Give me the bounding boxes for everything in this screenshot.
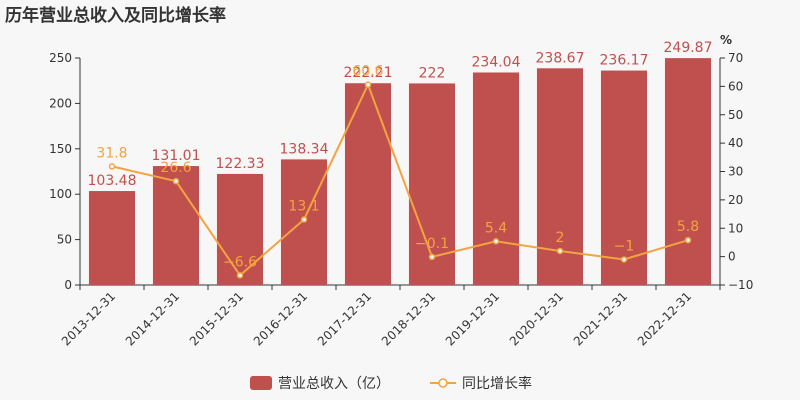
bar-value-label: 236.17	[600, 53, 649, 69]
bar-value-label: 138.34	[280, 141, 329, 157]
left-tick-label: 250	[49, 51, 72, 65]
left-tick-label: 50	[57, 233, 72, 247]
x-tick-label: 2014-12-31	[123, 289, 182, 348]
right-tick-label: 70	[728, 51, 743, 65]
legend-line-label: 同比增长率	[462, 375, 532, 392]
bar-value-label: 222	[419, 65, 446, 81]
left-tick-label: 150	[49, 142, 72, 156]
growth-value-label: 2	[556, 230, 565, 246]
x-tick-label: 2018-12-31	[379, 289, 438, 348]
x-tick-label: 2021-12-31	[571, 289, 630, 348]
x-tick-label: 2016-12-31	[251, 289, 310, 348]
bar	[472, 72, 520, 286]
growth-point	[108, 163, 116, 170]
growth-value-label: 5.8	[677, 219, 699, 235]
right-tick-label: 20	[728, 193, 743, 207]
growth-point	[684, 236, 692, 244]
growth-point	[300, 216, 308, 223]
right-tick-label: −10	[728, 278, 753, 292]
growth-value-label: −1	[614, 238, 635, 254]
chart-title: 历年营业总收入及同比增长率	[5, 5, 226, 26]
x-tick-label: 2022-12-31	[635, 289, 694, 348]
growth-point	[172, 177, 180, 185]
growth-point	[364, 81, 372, 88]
right-tick-label: 40	[728, 136, 743, 150]
bar-value-label: 234.04	[472, 54, 521, 70]
left-tick-label: 0	[64, 278, 72, 292]
bar-value-label: 222.21	[344, 65, 393, 81]
right-tick-label: 0	[728, 250, 736, 264]
bar	[344, 83, 392, 285]
growth-point	[556, 247, 564, 255]
legend[interactable]: 营业总收入（亿） 同比增长率	[250, 375, 532, 392]
bar-value-label: 103.48	[88, 173, 137, 189]
growth-value-label: 26.6	[160, 160, 191, 176]
growth-point	[620, 256, 628, 263]
bar	[600, 70, 648, 285]
bar-series	[88, 58, 712, 286]
bar	[408, 83, 456, 285]
right-axis-unit: %	[720, 33, 732, 47]
growth-value-label: 13.1	[288, 198, 319, 214]
data-labels: 103.48 131.01 122.33 138.34 222.21 222 234.04 2…	[88, 40, 713, 270]
growth-value-label: 60.6	[352, 64, 383, 80]
legend-bar-swatch	[250, 376, 272, 390]
x-tick-label: 2020-12-31	[507, 289, 566, 348]
growth-point	[236, 272, 244, 279]
growth-value-label: 31.8	[96, 145, 127, 161]
x-tick-label: 2013-12-31	[59, 289, 118, 348]
bar	[216, 173, 264, 285]
legend-bar-label: 营业总收入（亿）	[278, 376, 390, 392]
growth-point	[428, 253, 436, 261]
bar-value-label: 249.87	[664, 40, 713, 56]
right-tick-label: 10	[728, 221, 743, 235]
bar-value-label: 238.67	[536, 50, 585, 66]
left-tick-label: 100	[49, 187, 72, 201]
right-tick-label: 30	[728, 165, 743, 179]
bar	[664, 58, 712, 285]
line-series	[108, 81, 692, 279]
x-tick-label: 2015-12-31	[187, 289, 246, 348]
right-tick-label: 50	[728, 108, 743, 122]
legend-line-marker	[438, 378, 448, 388]
right-tick-label: 60	[728, 79, 743, 93]
left-tick-label: 200	[49, 96, 72, 110]
growth-line	[111, 82, 689, 277]
growth-value-label: −6.6	[223, 254, 257, 270]
bar	[88, 191, 136, 285]
bar	[152, 166, 200, 285]
bar-value-label: 131.01	[152, 148, 201, 164]
growth-value-label: −0.1	[415, 236, 449, 252]
x-tick-label: 2017-12-31	[315, 289, 374, 348]
growth-value-label: 5.4	[485, 220, 507, 236]
x-tick-label: 2019-12-31	[443, 289, 502, 348]
bar-value-label: 122.33	[216, 156, 265, 172]
growth-point	[492, 238, 500, 245]
